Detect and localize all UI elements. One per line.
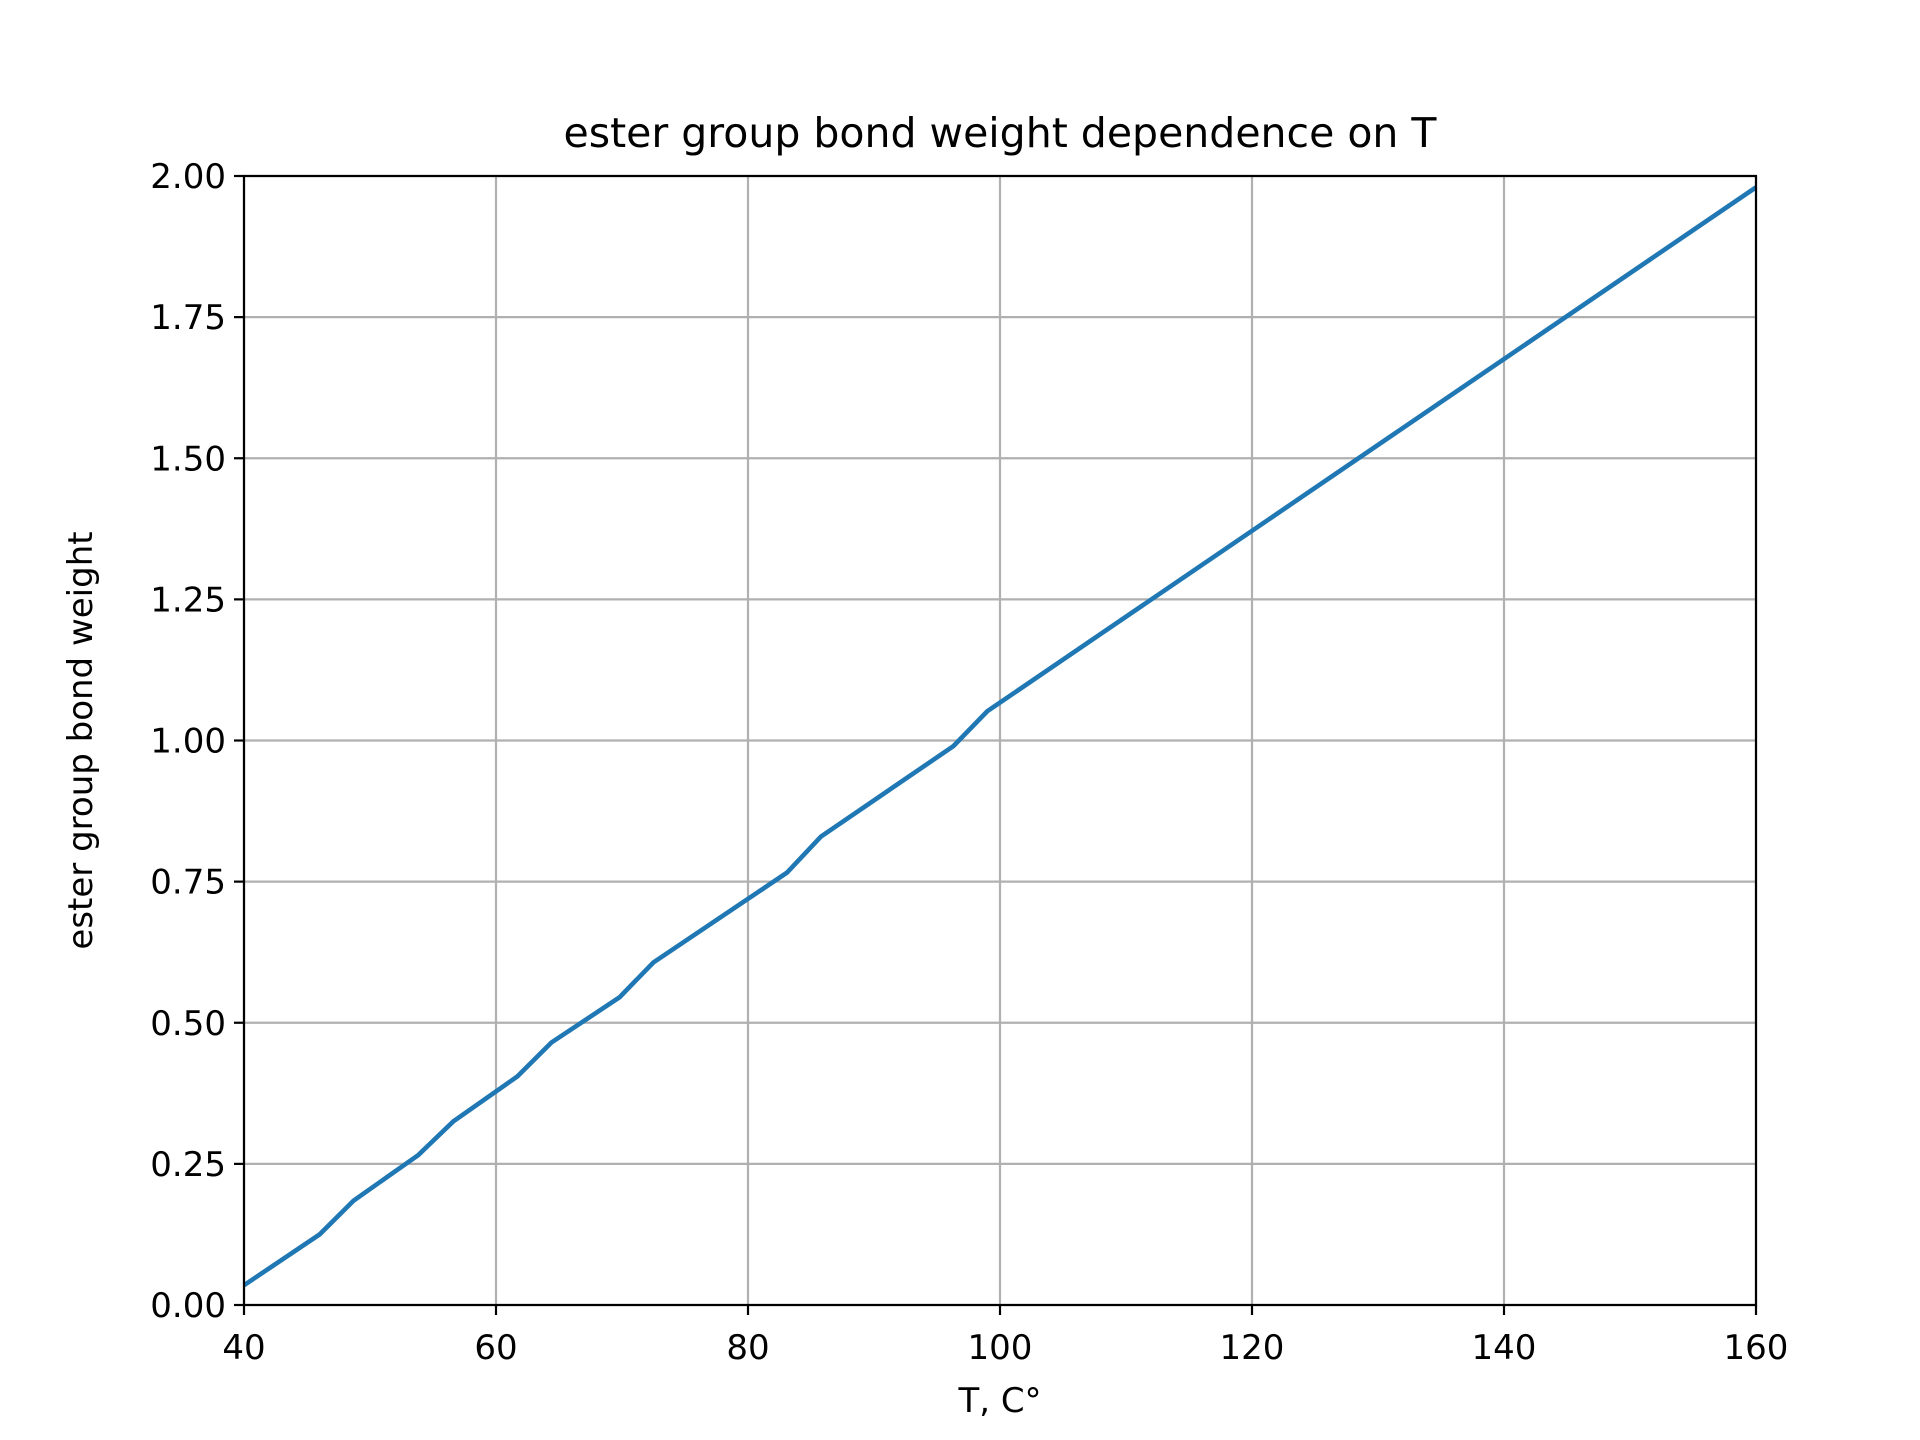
y-tick-label: 1.25 xyxy=(150,580,226,620)
x-tick-label: 60 xyxy=(474,1328,517,1368)
y-tick-label: 0.00 xyxy=(150,1286,226,1326)
x-tick-label: 160 xyxy=(1724,1328,1789,1368)
y-tick-label: 1.00 xyxy=(150,722,226,762)
series-line xyxy=(242,185,1758,1288)
x-axis-label: T, C° xyxy=(957,1381,1041,1421)
y-tick-label: 1.50 xyxy=(150,439,226,479)
y-tick-label: 0.50 xyxy=(150,1004,226,1044)
y-tick-label: 0.25 xyxy=(150,1145,226,1185)
grid xyxy=(242,174,1758,1307)
x-tick-label: 100 xyxy=(968,1328,1033,1368)
x-tick-label: 140 xyxy=(1472,1328,1537,1368)
y-tick-label: 1.75 xyxy=(150,298,226,338)
y-tick-label: 0.75 xyxy=(150,863,226,903)
chart-title: ester group bond weight dependence on T xyxy=(564,109,1438,157)
y-tick-label: 2.00 xyxy=(150,157,226,197)
x-tick-label: 40 xyxy=(222,1328,265,1368)
ticks: 40 60 80 100 120 140 160 0.00 0.25 0.50 0.75 1.00 1.… xyxy=(150,157,1788,1368)
y-axis-label: ester group bond weight xyxy=(61,531,101,949)
x-tick-label: 120 xyxy=(1220,1328,1285,1368)
x-tick-label: 80 xyxy=(726,1328,769,1368)
